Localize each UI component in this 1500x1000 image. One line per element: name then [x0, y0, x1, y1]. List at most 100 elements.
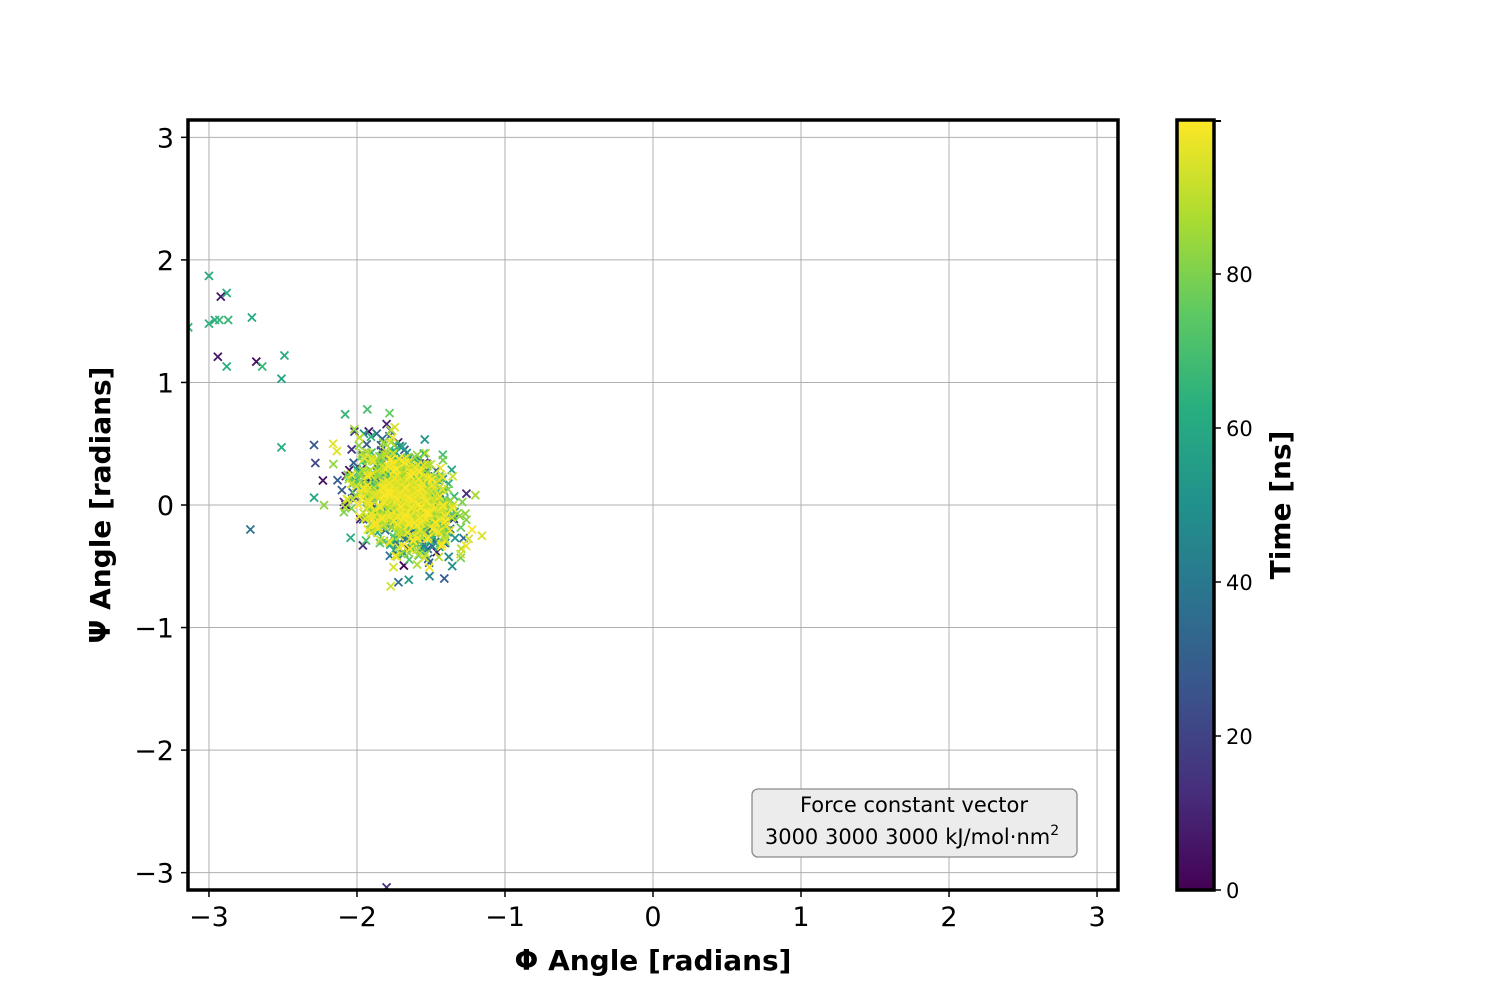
data-point — [337, 485, 347, 495]
data-point — [467, 525, 477, 535]
y-tick-label: 2 — [157, 246, 174, 277]
data-point — [377, 452, 387, 462]
data-point — [434, 552, 444, 562]
data-point — [366, 509, 376, 519]
colorbar-tick-label: 20 — [1226, 725, 1253, 749]
data-point — [438, 455, 448, 465]
data-point — [408, 495, 418, 505]
data-point — [392, 551, 402, 562]
data-point — [455, 549, 466, 559]
data-point — [370, 520, 380, 530]
data-point — [457, 497, 467, 507]
data-point — [354, 511, 364, 521]
data-point — [385, 539, 395, 550]
y-axis-ticks: −3 −2 −1 0 1 2 3 — [134, 123, 188, 890]
data-point — [388, 446, 398, 456]
data-point — [408, 535, 418, 546]
data-point — [247, 312, 257, 323]
x-tick-label: −3 — [189, 902, 229, 933]
data-point — [427, 474, 437, 485]
data-point — [416, 503, 426, 513]
data-point — [444, 552, 454, 562]
data-point — [435, 491, 445, 502]
data-point — [344, 474, 354, 484]
data-point — [310, 458, 320, 468]
data-point — [379, 512, 390, 523]
data-point — [394, 527, 404, 537]
x-tick-label: 2 — [940, 902, 957, 933]
data-point — [405, 544, 415, 554]
data-point — [394, 454, 404, 464]
data-point — [379, 490, 390, 500]
data-point — [411, 531, 422, 541]
data-point — [464, 534, 474, 544]
data-point — [404, 520, 414, 530]
data-point — [346, 479, 356, 489]
data-point — [384, 537, 394, 547]
grid-lines — [188, 120, 1118, 890]
x-tick-label: −2 — [337, 902, 377, 933]
data-point — [433, 527, 444, 537]
y-tick-label: −3 — [134, 859, 174, 890]
data-point — [384, 408, 395, 418]
data-point — [461, 489, 472, 499]
data-point — [448, 503, 458, 513]
data-point — [381, 882, 392, 890]
x-tick-label: 1 — [792, 902, 809, 933]
data-point — [420, 434, 430, 445]
y-tick-label: −1 — [134, 614, 174, 645]
data-point — [364, 426, 374, 437]
data-point — [412, 450, 422, 460]
annotation-line-1: Force constant vector — [800, 793, 1028, 817]
data-point — [398, 541, 408, 551]
data-point — [447, 561, 457, 571]
data-point — [450, 533, 460, 543]
colorbar-tick-label: 0 — [1226, 879, 1239, 903]
data-point — [448, 500, 458, 510]
data-point — [388, 562, 399, 572]
x-tick-label: 3 — [1088, 902, 1105, 933]
data-point — [460, 509, 471, 519]
data-point — [412, 545, 422, 555]
data-point — [389, 466, 399, 476]
data-point — [426, 459, 436, 470]
x-tick-label: 0 — [644, 902, 661, 933]
colorbar: 0 20 40 60 80 Time [ns] — [1175, 118, 1297, 903]
data-point — [419, 553, 430, 563]
data-point — [455, 511, 465, 521]
data-point — [461, 541, 471, 551]
data-point — [448, 471, 458, 482]
data-point — [340, 502, 350, 513]
scatter-points — [188, 271, 487, 890]
data-point — [391, 465, 401, 475]
data-point — [428, 524, 438, 534]
data-point — [375, 535, 386, 545]
data-point — [424, 562, 434, 572]
data-point — [377, 513, 387, 523]
data-point — [370, 517, 381, 527]
data-point — [358, 540, 368, 551]
data-point — [223, 315, 233, 325]
data-point — [390, 422, 400, 432]
data-point — [422, 534, 432, 544]
data-point — [439, 573, 449, 584]
data-point — [346, 469, 357, 480]
data-point — [438, 500, 448, 511]
data-point — [437, 472, 447, 482]
data-point — [342, 494, 352, 504]
y-tick-label: 3 — [157, 123, 174, 154]
data-point — [214, 315, 224, 325]
data-point — [328, 439, 338, 449]
data-point — [409, 518, 419, 528]
colorbar-tick-label: 40 — [1226, 571, 1253, 595]
data-point — [348, 458, 359, 468]
data-point — [412, 559, 422, 570]
colorbar-tick-label: 60 — [1226, 417, 1253, 441]
data-point — [354, 441, 364, 451]
data-point — [309, 493, 319, 503]
annotation-line-2: 3000 3000 3000 kJ/mol·nm2 — [765, 823, 1059, 849]
data-point — [424, 571, 435, 581]
data-point — [378, 437, 388, 448]
data-point — [204, 271, 214, 281]
